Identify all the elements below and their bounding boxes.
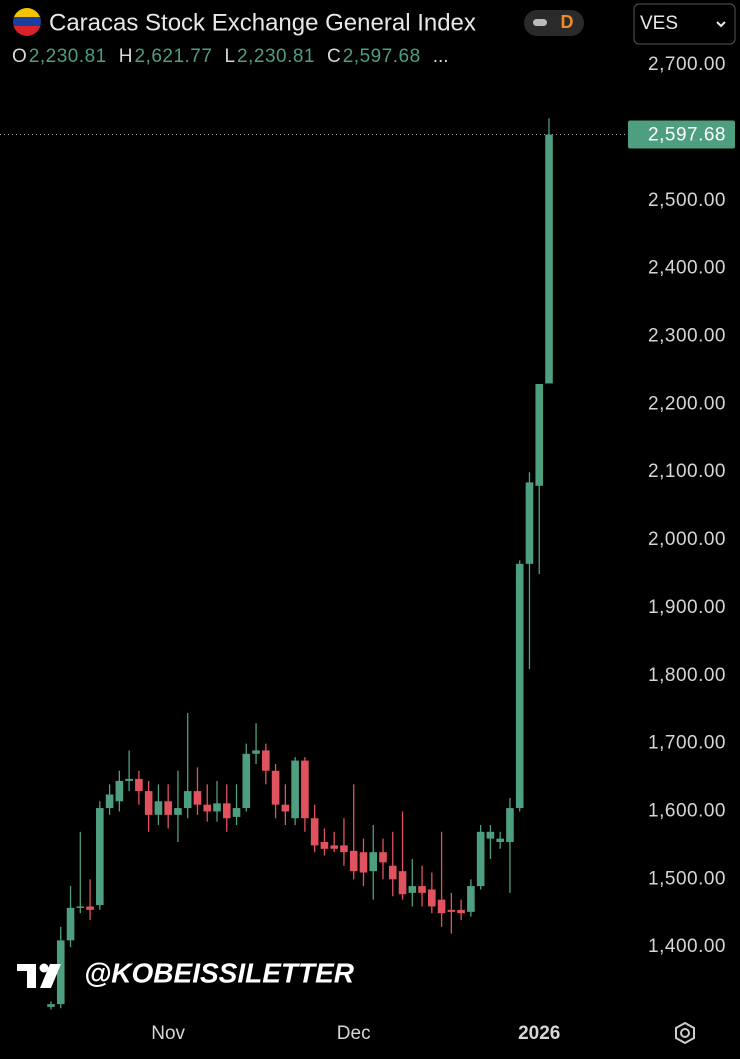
candle-body: [56, 940, 65, 1005]
candle-body: [467, 886, 475, 912]
y-tick-label: 2,400.00: [648, 258, 726, 279]
candle-body: [252, 750, 260, 754]
ohlc-key: H: [119, 46, 133, 67]
candle-body: [310, 818, 319, 846]
candle-body: [125, 778, 133, 781]
candle-body: [262, 750, 270, 771]
y-tick-label: 2,500.00: [648, 190, 726, 211]
flag-icon: [13, 8, 41, 36]
candle-body: [271, 770, 280, 805]
ohlc-legend: O 2,230.81 H 2,621.77 L 2,230.81 C 2,597.68...: [12, 46, 449, 67]
y-tick-label: 2,000.00: [648, 529, 726, 550]
candle-body: [135, 778, 143, 792]
tradingview-logo: [17, 963, 61, 988]
ohlc-value: 2,230.81: [29, 46, 107, 67]
candle-body: [144, 791, 153, 815]
candle-body: [183, 791, 192, 809]
y-tick-label: 1,500.00: [648, 868, 726, 889]
candle-body: [437, 899, 446, 914]
candle-body: [379, 852, 387, 863]
candle-body: [408, 886, 417, 893]
candle-body: [213, 803, 221, 812]
chart-title: Caracas Stock Exchange General Index: [49, 9, 476, 36]
y-tick-label: 1,800.00: [648, 665, 726, 686]
candle-body: [457, 909, 465, 914]
candle-body: [496, 838, 504, 842]
settings-icon[interactable]: [675, 1021, 695, 1045]
candle-body: [320, 841, 329, 849]
ohlc-key: O: [12, 46, 27, 67]
candle-body: [359, 852, 368, 873]
candle-body: [193, 791, 202, 805]
candle-body: [115, 780, 124, 802]
market-status-icon: [533, 19, 547, 26]
candle-body: [154, 801, 163, 815]
plot-area: 1,400.00 1,500.00 1,600.00 1,700.00 1,800.00…: [0, 54, 735, 1044]
last-price-badge: [628, 120, 735, 149]
y-tick-label: 1,600.00: [648, 800, 726, 821]
more-button[interactable]: ...: [433, 46, 449, 67]
candle-body: [349, 850, 358, 872]
candle-body: [301, 760, 309, 819]
candle-body: [545, 134, 553, 384]
candle-body: [203, 804, 212, 812]
candle-body: [86, 906, 94, 910]
ohlc-key: L: [224, 46, 235, 67]
candle-body: [291, 760, 299, 819]
candle-body: [388, 865, 397, 880]
x-tick-label: Dec: [337, 1023, 371, 1044]
y-tick-label: 2,200.00: [648, 393, 726, 414]
candle-body: [281, 804, 290, 812]
candle-body: [232, 808, 241, 817]
candle-body: [242, 753, 251, 809]
interval: D: [561, 12, 574, 32]
candle-body: [428, 889, 436, 907]
candle-body: [515, 563, 524, 809]
y-tick-label: 1,900.00: [648, 597, 726, 618]
candle-body: [476, 831, 485, 887]
candle-body: [398, 871, 407, 895]
candle-body: [369, 852, 378, 872]
last-price-label: 2,597.68: [648, 125, 726, 146]
candle-body: [164, 801, 172, 815]
candle-body: [447, 909, 456, 912]
watermark: @KOBEISSILETTER: [84, 957, 355, 988]
y-tick-label: 1,400.00: [648, 936, 726, 957]
x-tick-label: 2026: [518, 1023, 560, 1044]
candle-body: [486, 831, 495, 839]
y-tick-label: 1,700.00: [648, 733, 726, 754]
y-tick-label: 2,100.00: [648, 461, 726, 482]
candle-body: [418, 886, 426, 893]
x-tick-label: Nov: [151, 1023, 185, 1044]
ohlc-value: 2,621.77: [134, 46, 212, 67]
candle-body: [330, 845, 338, 849]
candle-body: [535, 384, 544, 486]
ohlc-key: C: [327, 46, 341, 67]
candle-body: [76, 906, 85, 908]
currency: VES: [640, 13, 678, 34]
candle-body: [340, 845, 348, 853]
interval-badge[interactable]: [524, 10, 584, 36]
ohlc-value: 2,230.81: [237, 46, 315, 67]
candle-body: [506, 808, 514, 842]
candle-body: [174, 808, 182, 815]
dropdown-arrow: [716, 21, 726, 28]
ohlc-value: 2,597.68: [343, 46, 421, 67]
candle-body: [96, 808, 104, 906]
candle-body: [66, 907, 75, 941]
candle-body: [105, 794, 114, 809]
candle-body: [222, 803, 231, 819]
y-tick-label: 2,300.00: [648, 326, 726, 347]
candle-body: [525, 482, 534, 564]
currency-dropdown[interactable]: [633, 3, 736, 45]
candle-body: [47, 1004, 55, 1007]
y-tick-label: 2,700.00: [648, 54, 726, 75]
